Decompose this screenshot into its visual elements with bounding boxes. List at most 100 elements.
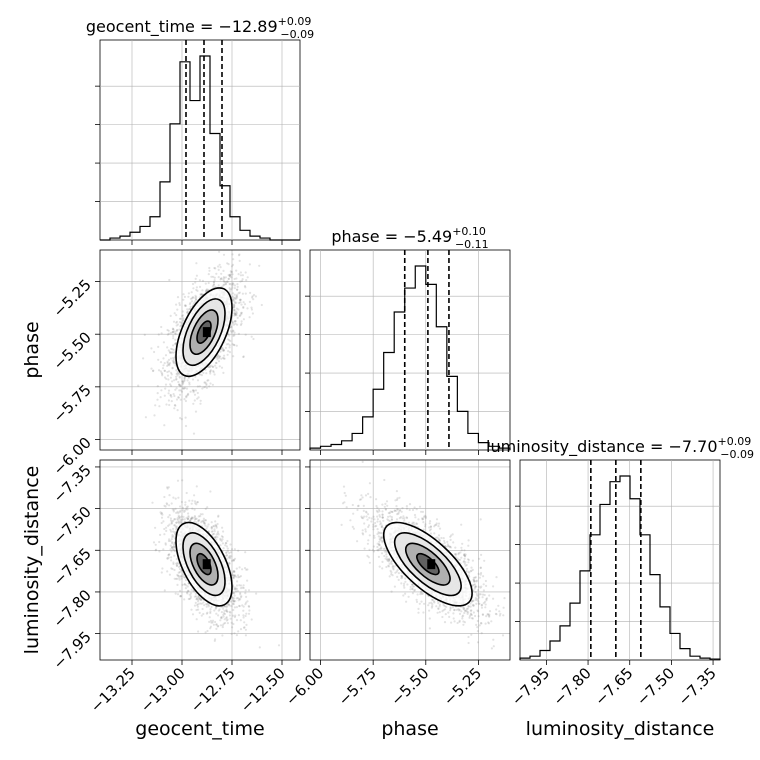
sample-point [168, 362, 172, 365]
sample-point [428, 609, 431, 612]
sample-point [228, 282, 231, 285]
sample-point [460, 523, 463, 526]
sample-point [184, 501, 187, 504]
sample-point [240, 311, 243, 314]
sample-point [176, 583, 179, 587]
sample-point [182, 318, 185, 321]
title-prefix: phase = [331, 227, 403, 246]
sample-point [209, 611, 212, 615]
sample-point [175, 375, 178, 378]
sample-point [189, 595, 192, 598]
sample-point [255, 592, 258, 595]
sample-point [236, 589, 239, 593]
sample-point [229, 611, 232, 614]
sample-point [194, 389, 198, 392]
sample-point [238, 253, 241, 256]
sample-point [229, 551, 233, 554]
sample-point [170, 550, 173, 553]
sample-point [163, 495, 166, 499]
sample-point [211, 285, 214, 288]
sample-point [187, 589, 190, 593]
sample-point [222, 253, 226, 256]
sample-point [235, 619, 239, 622]
sample-point [237, 614, 240, 617]
sample-point [396, 569, 399, 572]
sample-point [224, 283, 228, 286]
sample-point [154, 404, 157, 407]
sample-point [168, 278, 171, 282]
sample-point [215, 524, 218, 527]
sample-point [227, 350, 230, 353]
sample-point [222, 613, 225, 617]
sample-point [184, 503, 187, 506]
sample-point [228, 351, 232, 354]
sample-point [209, 372, 212, 375]
sample-point [239, 598, 242, 601]
sample-point [211, 383, 214, 386]
sample-point [217, 533, 220, 536]
sample-point [193, 518, 196, 521]
sample-point [402, 584, 405, 587]
sample-point [220, 539, 223, 543]
sample-point [168, 351, 172, 354]
sample-point [233, 300, 236, 303]
sample-point [160, 512, 163, 515]
sample-point [469, 570, 472, 573]
sample-point [228, 610, 231, 614]
sample-point [192, 432, 196, 435]
sample-point [161, 367, 165, 370]
sample-point [172, 330, 175, 334]
sample-point [187, 515, 190, 518]
sample-point [233, 632, 236, 635]
sample-point [216, 522, 219, 526]
sample-point [235, 295, 238, 298]
sample-point [196, 289, 199, 292]
sample-point [197, 630, 200, 633]
sample-point [196, 385, 199, 388]
sample-point [174, 342, 177, 345]
sample-point [176, 577, 179, 580]
sample-point [195, 295, 198, 299]
sample-point [175, 324, 178, 327]
sample-point [241, 604, 244, 607]
sample-point [178, 510, 181, 514]
sample-point [193, 393, 197, 396]
sample-point [367, 492, 370, 495]
sample-point [217, 614, 220, 617]
sample-point [188, 308, 191, 311]
sample-point [395, 509, 398, 512]
sample-point [195, 598, 198, 601]
sample-point [198, 597, 201, 600]
sample-point [163, 362, 166, 365]
sample-point [245, 595, 248, 599]
sample-point [421, 518, 424, 521]
sample-point [212, 275, 215, 278]
sample-point [227, 602, 230, 606]
sample-point [219, 350, 222, 353]
sample-point [164, 383, 168, 386]
sample-point [374, 521, 377, 525]
sample-point [172, 328, 175, 331]
sample-point [437, 607, 440, 610]
sample-point [181, 583, 184, 587]
sample-point [170, 395, 173, 398]
sample-point [502, 614, 505, 617]
sample-point [213, 530, 216, 533]
sample-point [169, 528, 172, 531]
sample-point [178, 389, 181, 392]
sample-point [176, 323, 180, 326]
sample-point [180, 324, 183, 327]
sample-point [196, 397, 199, 400]
sample-point [223, 609, 226, 613]
sample-point [232, 577, 235, 580]
sample-point [161, 372, 164, 376]
sample-point [199, 515, 202, 518]
sample-point [476, 626, 479, 629]
sample-point [185, 584, 188, 587]
sample-point [167, 363, 170, 366]
title-prefix: geocent_time = [86, 17, 219, 37]
sample-point [167, 329, 170, 332]
sample-point [172, 562, 175, 566]
sample-point [159, 361, 163, 364]
sample-point [212, 365, 215, 368]
